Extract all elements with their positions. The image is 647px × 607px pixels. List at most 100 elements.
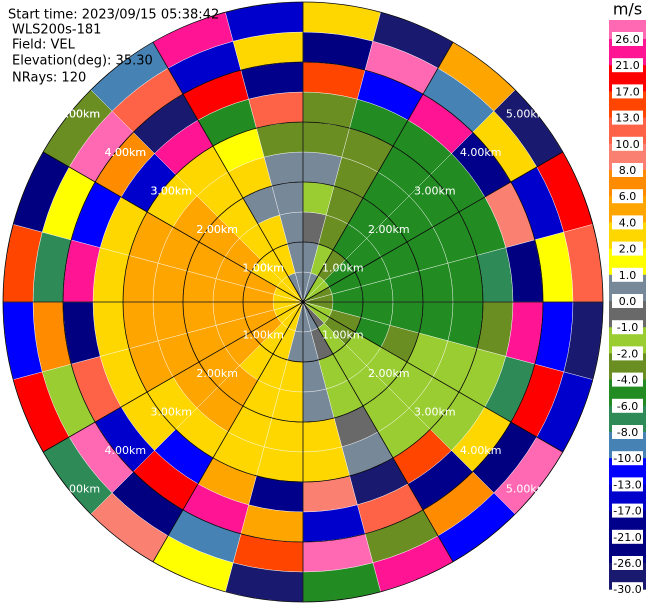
colorbar-tick-box: [612, 477, 643, 492]
info-text: Elevation(deg): 35.30: [12, 54, 153, 69]
range-ring-label: 2.00km: [196, 367, 238, 380]
colorbar-tick-label: 6.0: [619, 190, 637, 203]
radial-line: [42, 151, 304, 303]
info-block: Start time: 2023/09/15 05:38:42WLS200s-1…: [8, 8, 219, 86]
colorbar-title: m/s: [613, 0, 642, 19]
radial-line: [302, 301, 454, 563]
colorbar-tick-box: [612, 32, 643, 46]
colorbar-tick-box: [612, 425, 643, 439]
colorbar-tick-box: [612, 136, 643, 151]
colorbar-tick-label: 13.0: [615, 112, 640, 125]
colorbar-tick-box: [612, 582, 643, 597]
colorbar-tick-box: [612, 346, 643, 361]
range-ring-label: 3.00km: [414, 406, 456, 419]
colorbar-tick-label: -4.0: [617, 374, 638, 387]
colorbar-tick-label: -17.0: [613, 505, 641, 518]
info-text: NRays: 120: [12, 71, 86, 86]
range-ring-label: 2.00km: [368, 367, 410, 380]
colorbar-tick-box: [612, 215, 643, 230]
radial-line: [302, 41, 454, 303]
range-ring-label: 3.00km: [150, 184, 192, 197]
range-gate: [302, 446, 350, 483]
range-gate: [122, 301, 159, 349]
colorbar-tick-box: [612, 503, 643, 518]
range-ring-label: 2.00km: [196, 223, 238, 236]
colorbar-tick-box: [612, 320, 643, 335]
colorbar-tick-label: 26.0: [615, 33, 640, 46]
colorbar-tick-label: -6.0: [617, 400, 638, 413]
colorbar-tick-box: [612, 189, 643, 204]
range-ring-label: 1.00km: [242, 328, 284, 341]
colorbar-tick-label: -1.0: [617, 321, 638, 334]
colorbar-tick-box: [612, 241, 643, 256]
colorbar-tick-label: -8.0: [617, 426, 638, 439]
range-gate: [447, 255, 484, 303]
range-ring-label: 3.00km: [414, 184, 456, 197]
range-ring: [62, 61, 544, 543]
radial-line: [302, 151, 564, 303]
range-gate: [256, 121, 304, 158]
colorbar-tick-box: [612, 398, 643, 413]
colorbar-tick-box: [612, 556, 643, 570]
colorbar-tick-label: -26.0: [613, 557, 641, 570]
range-ring-label: 3.00km: [150, 184, 192, 197]
range-ring: [242, 241, 364, 363]
colorbar-tick-label: -2.0: [617, 347, 638, 360]
radial-line: [42, 301, 304, 453]
colorbar-tick-box: [612, 529, 643, 544]
range-ring-label: 4.00km: [104, 146, 146, 159]
range-ring-label: 4.00km: [460, 444, 502, 457]
range-ring-label: 3.00km: [150, 406, 192, 419]
colorbar-tick-box: [612, 84, 643, 99]
range-ring-label: 5.00km: [506, 107, 548, 120]
range-ring-label: 5.00km: [506, 483, 548, 496]
range-ring-label: 2.00km: [368, 223, 410, 236]
range-ring-label: 4.00km: [460, 146, 502, 159]
colorbar-tick-box: [612, 451, 643, 466]
colorbar-tick-label: 8.0: [619, 164, 637, 177]
colorbar-tick-box: [612, 58, 643, 73]
colorbar-tick-label: 17.0: [615, 85, 640, 98]
colorbar-tick-label: 1.0: [619, 269, 637, 282]
colorbar-tick-label: -10.0: [613, 452, 641, 465]
colorbar-tick-label: -30.0: [613, 583, 641, 596]
range-ring-label: 4.00km: [104, 146, 146, 159]
colorbar-tick-label: 2.0: [619, 243, 637, 256]
range-ring: [122, 121, 484, 483]
range-ring-label: 5.00km: [59, 107, 101, 120]
range-ring-label: 1.00km: [242, 262, 284, 275]
info-text: Field: VEL: [12, 38, 76, 53]
colorbar-tick-label: 0.0: [619, 295, 637, 308]
colorbar-tick-box: [612, 294, 643, 308]
range-gate: [302, 121, 350, 158]
range-ring-label: 5.00km: [59, 107, 101, 120]
range-gate: [256, 446, 304, 483]
colorbar-tick-box: [612, 267, 643, 282]
colorbar-tick-label: 21.0: [615, 59, 640, 72]
range-ring: [2, 1, 604, 603]
colorbar-tick-box: [612, 163, 643, 177]
range-gate: [447, 301, 484, 349]
colorbar-tick-label: 4.0: [619, 216, 637, 229]
velocity-field: [2, 1, 604, 603]
range-gate: [122, 255, 159, 303]
range-ring: [182, 181, 424, 423]
range-ring-label: 1.00km: [322, 262, 364, 275]
colorbar-tick-label: -13.0: [613, 478, 641, 491]
colorbar: m/s 26.0 21.0 17.0 13.0 10.0 8.0 6.0 4.0 2.0 1.0 0.…: [609, 0, 646, 597]
colorbar-tick-box: [612, 372, 643, 387]
range-ring-label: 2.00km: [196, 223, 238, 236]
radial-line: [152, 301, 304, 563]
colorbar-tick-label: 10.0: [615, 138, 640, 151]
radial-line: [152, 41, 304, 303]
range-ring-label: 1.00km: [242, 262, 284, 275]
info-text: WLS200s-181: [12, 23, 101, 38]
range-ring-label: 1.00km: [322, 328, 364, 341]
radial-line: [302, 301, 564, 453]
info-text: Start time: 2023/09/15 05:38:42: [8, 8, 219, 23]
range-ring-label: 5.00km: [59, 483, 101, 496]
colorbar-tick-label: -21.0: [613, 531, 641, 544]
colorbar-tick-box: [612, 110, 643, 125]
